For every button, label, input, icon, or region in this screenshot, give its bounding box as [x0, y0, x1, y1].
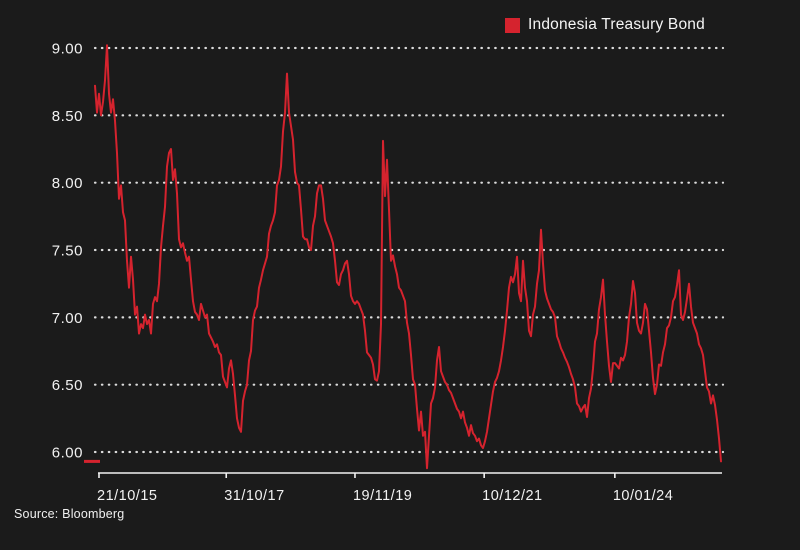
series-line-indonesia-treasury-bond	[94, 44, 722, 470]
legend: Indonesia Treasury Bond	[505, 16, 705, 34]
x-axis-label: 10/01/24	[613, 488, 673, 504]
y-axis-label: 7.50	[52, 243, 83, 260]
x-axis-label: 10/12/21	[482, 488, 542, 504]
y-axis-label: 6.50	[52, 377, 83, 394]
legend-label: Indonesia Treasury Bond	[528, 16, 705, 33]
y-axis-label: 8.00	[52, 175, 83, 192]
y-axis-label: 8.50	[52, 108, 83, 125]
source-note: Source: Bloomberg	[14, 507, 125, 521]
x-axis-label: 21/10/15	[97, 488, 157, 504]
y-axis-label: 7.00	[52, 310, 83, 327]
x-axis-label: 31/10/17	[224, 488, 284, 504]
legend-swatch-icon	[505, 17, 520, 33]
last-value-marker	[84, 459, 100, 463]
y-axis-label: 9.00	[52, 41, 83, 58]
y-axis-label: 6.00	[52, 445, 83, 462]
x-axis-label: 19/11/19	[353, 488, 412, 504]
